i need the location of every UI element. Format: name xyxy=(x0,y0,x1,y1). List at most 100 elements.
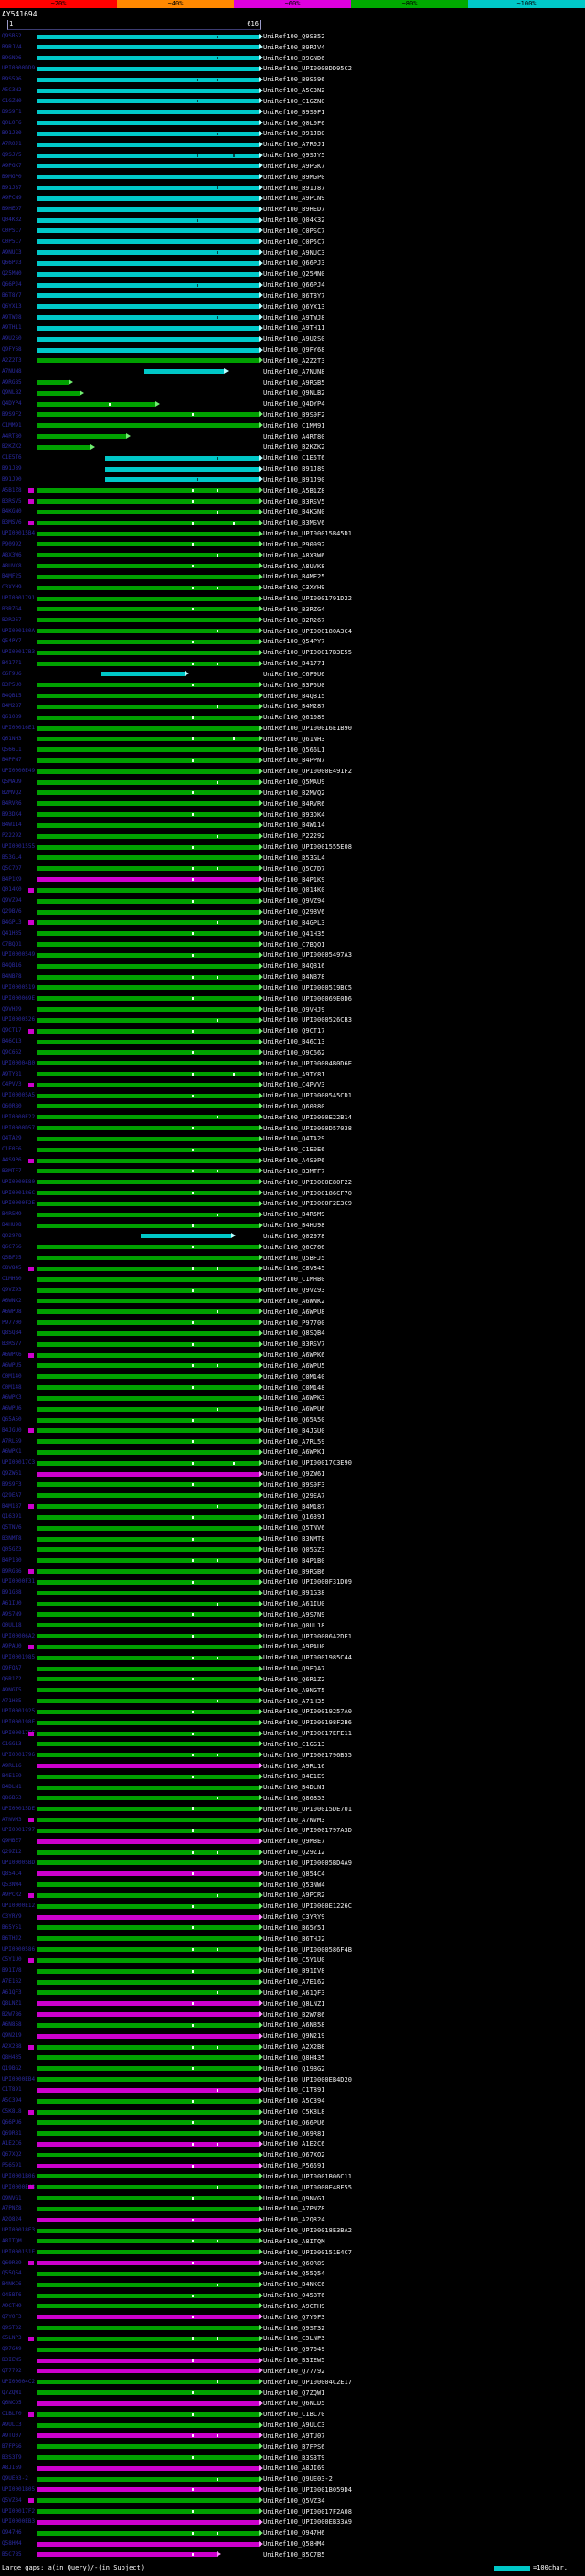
hit-id-label[interactable]: UniRef100_Q9N219 xyxy=(263,2032,325,2041)
hit-id-label[interactable]: UniRef100_Q53NW4 xyxy=(263,1881,325,1889)
hit-id-label[interactable]: UniRef100_Q9ZW61 xyxy=(263,1470,325,1479)
hit-id-label[interactable]: UniRef100_A6WPK3 xyxy=(263,1394,325,1403)
alignment-bar[interactable] xyxy=(37,962,263,969)
hit-id-label[interactable]: UniRef100_UPI0000E22B14 xyxy=(263,1113,352,1121)
alignment-bar[interactable] xyxy=(37,2270,263,2276)
alignment-bar[interactable] xyxy=(37,1341,263,1347)
hit-id-label[interactable]: UniRef100_C1MM91 xyxy=(263,421,325,429)
alignment-bar[interactable] xyxy=(37,2540,263,2547)
hit-id-label[interactable]: UniRef100_C5LNP3 xyxy=(263,2335,325,2343)
hit-id-label[interactable]: UniRef100_A9U2S0 xyxy=(263,335,325,344)
hit-id-label[interactable]: UniRef100_B9MGP0 xyxy=(263,173,325,181)
hit-id-label[interactable]: UniRef100_A61IU0 xyxy=(263,1600,325,1608)
hit-id-label[interactable]: UniRef100_B4W114 xyxy=(263,822,325,830)
alignment-bar[interactable] xyxy=(37,120,263,126)
alignment-bar[interactable] xyxy=(101,671,189,677)
alignment-bar[interactable] xyxy=(37,1568,263,1574)
hit-id-label[interactable]: UniRef100_B9S9F3 xyxy=(263,1480,325,1489)
hit-id-label[interactable]: UniRef100_A9NGT5 xyxy=(263,1686,325,1694)
hit-id-label[interactable]: UniRef100_Q02978 xyxy=(263,1232,325,1240)
alignment-bar[interactable] xyxy=(37,2054,263,2061)
hit-id-label[interactable]: UniRef100_A9TU07 xyxy=(263,2432,325,2440)
hit-id-label[interactable]: UniRef100_A6WPU8 xyxy=(263,1308,325,1316)
hit-id-label[interactable]: UniRef100_B4M287 xyxy=(263,703,325,711)
alignment-bar[interactable] xyxy=(37,2281,263,2287)
alignment-bar[interactable] xyxy=(37,1513,263,1520)
alignment-bar[interactable] xyxy=(37,1405,263,1412)
hit-id-label[interactable]: UniRef100_Q9ST32 xyxy=(263,2324,325,2332)
alignment-bar[interactable] xyxy=(37,1676,263,1682)
alignment-bar[interactable] xyxy=(37,2000,263,2007)
hit-id-label[interactable]: UniRef100_A9PGK7 xyxy=(263,162,325,170)
hit-id-label[interactable]: UniRef100_A5B1Z8 xyxy=(263,486,325,494)
alignment-bar[interactable] xyxy=(37,195,263,201)
alignment-bar[interactable] xyxy=(37,2162,263,2168)
alignment-bar[interactable] xyxy=(37,1394,263,1401)
alignment-bar[interactable] xyxy=(37,628,263,634)
hit-id-label[interactable]: UniRef100_Q25MN0 xyxy=(263,270,325,279)
hit-id-label[interactable]: UniRef100_UPI00017C3E90 xyxy=(263,1459,352,1468)
hit-id-label[interactable]: UniRef100_Q9UE03-2 xyxy=(263,2475,333,2484)
alignment-bar[interactable] xyxy=(37,206,263,212)
hit-id-label[interactable]: UniRef100_Q29EA7 xyxy=(263,1491,325,1500)
alignment-bar[interactable] xyxy=(37,1320,263,1326)
hit-id-label[interactable]: UniRef100_A71H35 xyxy=(263,1697,325,1705)
hit-id-label[interactable]: UniRef100_C1GG13 xyxy=(263,1740,325,1748)
alignment-bar[interactable] xyxy=(37,174,263,180)
hit-id-label[interactable]: UniRef100_UPI0001796B55 xyxy=(263,1751,352,1759)
hit-id-label[interactable]: UniRef100_UPI000198F2B6 xyxy=(263,1719,352,1727)
alignment-bar[interactable] xyxy=(37,1362,263,1369)
hit-id-label[interactable]: UniRef100_Q66PU6 xyxy=(263,2118,325,2126)
alignment-bar[interactable] xyxy=(37,1459,263,1466)
alignment-bar[interactable] xyxy=(37,389,85,396)
alignment-bar[interactable] xyxy=(37,2140,263,2147)
alignment-bar[interactable] xyxy=(37,649,263,655)
alignment-bar[interactable] xyxy=(37,281,263,288)
alignment-bar[interactable] xyxy=(37,508,263,514)
hit-id-label[interactable]: UniRef100_Q7Y0F3 xyxy=(263,2313,325,2321)
hit-id-label[interactable]: UniRef100_B91J90 xyxy=(263,475,325,483)
alignment-bar[interactable] xyxy=(37,152,263,158)
hit-id-label[interactable]: UniRef100_B3P5U0 xyxy=(263,681,325,689)
hit-id-label[interactable]: UniRef100_B2MVQ2 xyxy=(263,789,325,797)
alignment-bar[interactable] xyxy=(37,1503,263,1510)
alignment-bar[interactable] xyxy=(37,2108,263,2115)
alignment-bar[interactable] xyxy=(37,379,74,385)
hit-id-label[interactable]: UniRef100_B91IV8 xyxy=(263,1967,325,1976)
hit-id-label[interactable]: UniRef100_C1MHB0 xyxy=(263,1276,325,1284)
alignment-bar[interactable] xyxy=(37,1903,263,1909)
hit-id-label[interactable]: UniRef100_C5K8L8 xyxy=(263,2108,325,2115)
alignment-bar[interactable] xyxy=(104,454,263,461)
alignment-bar[interactable] xyxy=(37,886,263,893)
hit-id-label[interactable]: UniRef100_B41771 xyxy=(263,660,325,668)
hit-id-label[interactable]: UniRef100_UPI00006A2DE1 xyxy=(263,1632,352,1640)
alignment-bar[interactable] xyxy=(37,1913,263,1920)
hit-id-label[interactable]: UniRef100_Q9NVG1 xyxy=(263,2194,325,2202)
hit-id-label[interactable]: UniRef100_B7FPS6 xyxy=(263,2443,325,2451)
hit-id-label[interactable]: UniRef100_Q9SB52 xyxy=(263,33,325,40)
hit-id-label[interactable]: UniRef100_Q04K32 xyxy=(263,217,325,225)
hit-id-label[interactable]: UniRef100_Q6C766 xyxy=(263,1243,325,1251)
alignment-bar[interactable] xyxy=(37,1719,263,1725)
hit-id-label[interactable]: UniRef100_A9TY81 xyxy=(263,1070,325,1078)
alignment-bar[interactable] xyxy=(37,2508,263,2515)
alignment-bar[interactable] xyxy=(37,1135,263,1141)
alignment-bar[interactable] xyxy=(37,239,263,245)
hit-id-label[interactable]: UniRef100_Q0UL18 xyxy=(263,1621,325,1629)
alignment-bar[interactable] xyxy=(37,249,263,256)
alignment-bar[interactable] xyxy=(37,2184,263,2190)
alignment-bar[interactable] xyxy=(37,865,263,872)
hit-id-label[interactable]: UniRef100_Q29Z12 xyxy=(263,1849,325,1857)
hit-id-label[interactable]: UniRef100_UPI000186CF70 xyxy=(263,1189,352,1197)
alignment-bar[interactable] xyxy=(37,1946,263,1953)
hit-id-label[interactable]: UniRef100_B4MF25 xyxy=(263,573,325,581)
alignment-bar[interactable] xyxy=(37,1956,263,1963)
hit-id-label[interactable]: UniRef100_Q0L0F6 xyxy=(263,119,325,127)
hit-id-label[interactable]: UniRef100_B4GPL3 xyxy=(263,918,325,927)
alignment-bar[interactable] xyxy=(37,2065,263,2072)
alignment-bar[interactable] xyxy=(37,1222,263,1228)
hit-id-label[interactable]: UniRef100_B4P1K9 xyxy=(263,875,325,884)
hit-id-label[interactable]: UniRef100_UPI00004B0D6E xyxy=(263,1059,352,1067)
alignment-bar[interactable] xyxy=(37,736,263,742)
hit-id-label[interactable]: UniRef100_Q9VZ94 xyxy=(263,897,325,906)
